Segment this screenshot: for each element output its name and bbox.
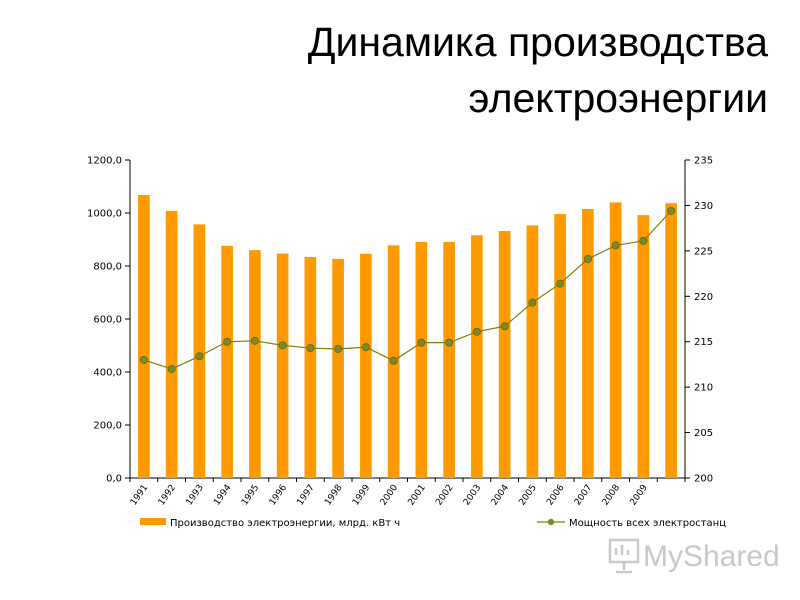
presentation-board-icon bbox=[608, 538, 640, 574]
title-line-2: электроэнергии bbox=[468, 75, 768, 121]
left-tick-label: 800,0 bbox=[93, 262, 122, 273]
bar bbox=[637, 215, 650, 478]
series-line bbox=[143, 210, 672, 370]
bar bbox=[304, 256, 317, 478]
x-tick-label: 2009 bbox=[629, 483, 650, 508]
line-point bbox=[139, 355, 148, 364]
x-tick-label: 1997 bbox=[296, 483, 317, 507]
line-point bbox=[306, 344, 315, 353]
line-point bbox=[611, 241, 620, 250]
right-tick-label: 235 bbox=[694, 156, 713, 167]
x-tick-label: 1991 bbox=[129, 483, 150, 507]
x-tick-label: 2008 bbox=[601, 483, 622, 508]
left-tick-label: 1200,0 bbox=[87, 156, 122, 167]
bar bbox=[415, 241, 428, 478]
x-tick-label: 1992 bbox=[157, 483, 178, 507]
right-tick-label: 230 bbox=[694, 201, 713, 212]
x-tick-label: 2007 bbox=[573, 483, 594, 507]
line-point bbox=[667, 206, 676, 215]
title-line-1: Динамика производства bbox=[307, 19, 768, 65]
bar bbox=[138, 194, 150, 479]
bar bbox=[332, 258, 344, 478]
bar bbox=[582, 209, 594, 478]
legend-bar-label: Производство электроэнергии, млрд. кВт ч bbox=[170, 518, 400, 529]
line-point bbox=[472, 327, 481, 336]
left-tick-label: 200,0 bbox=[93, 421, 122, 432]
line-point bbox=[334, 344, 343, 353]
line-point bbox=[583, 255, 592, 264]
bar bbox=[665, 203, 677, 478]
watermark-text: MyShared bbox=[643, 540, 780, 573]
line-point bbox=[278, 341, 287, 350]
left-tick-label: 400,0 bbox=[93, 368, 122, 379]
left-tick-label: 600,0 bbox=[93, 315, 122, 326]
x-tick-label: 2004 bbox=[490, 483, 511, 508]
line-point bbox=[556, 279, 565, 288]
bar bbox=[443, 241, 455, 478]
line-point bbox=[195, 352, 204, 361]
right-tick-label: 205 bbox=[694, 428, 713, 439]
x-tick-label: 1999 bbox=[351, 483, 372, 508]
bar bbox=[498, 231, 511, 478]
line-point bbox=[223, 337, 232, 346]
x-tick-label: 1994 bbox=[212, 483, 233, 508]
line-point bbox=[639, 236, 648, 245]
legend-line-label: Мощность всех электростанц bbox=[569, 518, 726, 529]
bar bbox=[526, 225, 539, 478]
x-tick-label: 2005 bbox=[518, 483, 539, 507]
x-tick-label: 1996 bbox=[268, 483, 289, 508]
bar bbox=[221, 245, 233, 478]
x-tick-label: 2002 bbox=[434, 483, 455, 507]
bar bbox=[609, 202, 622, 478]
line-point bbox=[417, 338, 426, 347]
line-point bbox=[167, 364, 176, 373]
bar bbox=[360, 253, 372, 478]
bar bbox=[249, 250, 261, 478]
line-point bbox=[500, 322, 509, 331]
left-tick-label: 0,0 bbox=[106, 474, 122, 485]
line-point bbox=[361, 343, 370, 352]
myshared-logo: MyShared bbox=[608, 538, 780, 574]
x-tick-label: 2006 bbox=[545, 483, 566, 508]
right-tick-label: 225 bbox=[694, 246, 713, 257]
legend-bar-swatch bbox=[140, 518, 166, 525]
right-tick-label: 200 bbox=[694, 474, 713, 485]
x-tick-label: 2003 bbox=[462, 483, 483, 507]
x-tick-label: 1998 bbox=[323, 483, 344, 508]
right-tick-label: 210 bbox=[694, 383, 713, 394]
line-point bbox=[528, 298, 537, 307]
right-tick-label: 215 bbox=[694, 337, 713, 348]
bar bbox=[554, 214, 566, 478]
right-tick-label: 220 bbox=[694, 292, 713, 303]
x-tick-label: 1993 bbox=[185, 483, 206, 507]
chart-title: Динамика производства электроэнергии bbox=[308, 14, 768, 126]
x-tick-label: 1995 bbox=[240, 483, 261, 507]
bar bbox=[471, 235, 483, 478]
left-tick-label: 1000,0 bbox=[87, 209, 122, 220]
x-tick-label: 2001 bbox=[407, 483, 428, 507]
bar bbox=[193, 224, 206, 478]
line-point bbox=[445, 338, 454, 347]
line-point bbox=[389, 356, 398, 365]
bar bbox=[276, 253, 289, 478]
legend-line-marker bbox=[547, 518, 555, 526]
bar bbox=[165, 210, 178, 478]
x-tick-label: 2000 bbox=[379, 483, 400, 508]
line-point bbox=[250, 336, 259, 345]
